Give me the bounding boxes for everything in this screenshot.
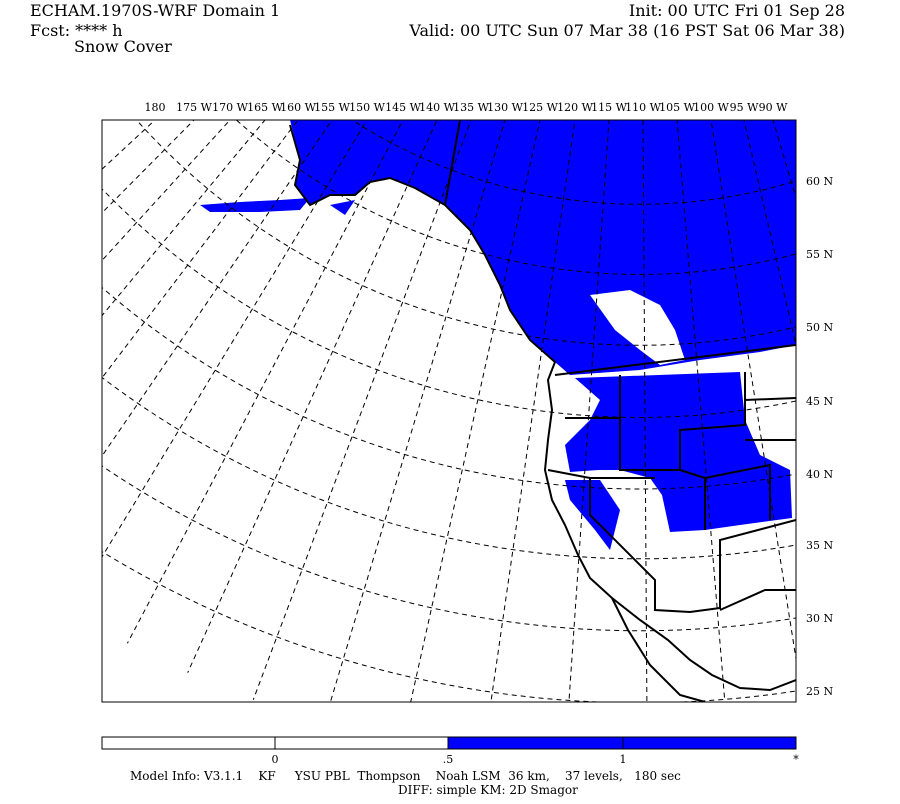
colorbar-label: 1 xyxy=(620,753,627,766)
map xyxy=(102,120,796,702)
meridian xyxy=(410,120,541,702)
header-title: ECHAM.1970S-WRF Domain 1 xyxy=(30,1,280,20)
coastline xyxy=(289,124,796,692)
longitude-label: 135 W xyxy=(453,101,489,114)
meridian xyxy=(710,120,796,662)
parallel xyxy=(351,120,796,205)
colorbar-label: * xyxy=(793,753,799,766)
latitude-label: 45 N xyxy=(806,395,833,408)
latitude-label: 50 N xyxy=(806,321,833,334)
meridian xyxy=(642,120,648,702)
longitude-label: 110 W xyxy=(625,101,661,114)
latitude-label: 60 N xyxy=(806,175,833,188)
longitude-label: 150 W xyxy=(349,101,385,114)
longitude-label: 130 W xyxy=(487,101,523,114)
longitude-label: 160 W xyxy=(280,101,316,114)
header-valid: Valid: 00 UTC Sun 07 Mar 38 (16 PST Sat … xyxy=(408,21,845,40)
header-field: Snow Cover xyxy=(74,37,172,56)
footer-diff: DIFF: simple KM: 2D Smagor xyxy=(398,783,578,797)
latitude-label: 40 N xyxy=(806,468,833,481)
parallel xyxy=(102,376,796,560)
header-init: Init: 00 UTC Fri 01 Sep 28 xyxy=(629,1,845,20)
longitude-label: 125 W xyxy=(522,101,558,114)
snow-alaska-peninsula xyxy=(200,198,310,212)
footer-model-info: Model Info: V3.1.1 KF YSU PBL Thompson N… xyxy=(130,769,681,783)
snow-us xyxy=(565,372,792,532)
baja xyxy=(611,597,706,702)
latitude-labels: 60 N 55 N 50 N 45 N 40 N 35 N 30 N 25 N xyxy=(806,175,833,698)
longitude-label: 95 W xyxy=(730,101,759,114)
longitude-label: 180 xyxy=(145,101,166,114)
meridian xyxy=(102,120,333,457)
snow-island xyxy=(330,200,355,215)
meridian xyxy=(102,120,368,558)
longitude-label: 115 W xyxy=(591,101,627,114)
meridian xyxy=(490,120,576,702)
borders xyxy=(444,120,796,614)
parallel xyxy=(102,188,796,418)
meridian xyxy=(568,120,610,702)
longitude-label: 175 W xyxy=(176,101,212,114)
snow-canada xyxy=(290,120,796,375)
colorbar-high xyxy=(447,736,797,750)
map-frame xyxy=(101,119,797,703)
longitude-label: 120 W xyxy=(557,101,593,114)
longitude-label: 140 W xyxy=(419,101,455,114)
longitude-label: 105 W xyxy=(659,101,695,114)
meridian xyxy=(187,120,438,673)
meridian xyxy=(252,120,472,700)
snow-free-patch xyxy=(590,290,685,365)
colorbar-labels: 0 .5 1 * xyxy=(272,737,799,766)
meridian xyxy=(743,120,796,348)
longitude-label: 90 W xyxy=(759,101,788,114)
colorbar-label: 0 xyxy=(272,753,279,766)
colorbar-label: .5 xyxy=(443,753,454,766)
latitude-label: 55 N xyxy=(806,248,833,261)
meridian xyxy=(676,120,726,702)
latitude-label: 25 N xyxy=(806,685,833,698)
longitude-label: 165 W xyxy=(247,101,283,114)
graticule xyxy=(102,120,796,702)
latitude-label: 35 N xyxy=(806,539,833,552)
longitude-label: 100 W xyxy=(693,101,729,114)
longitude-label: 155 W xyxy=(314,101,350,114)
longitude-label: 145 W xyxy=(385,101,421,114)
parallel xyxy=(235,120,796,275)
meridian xyxy=(126,120,404,644)
meridian xyxy=(329,120,506,702)
longitude-label: 170 W xyxy=(212,101,248,114)
header-forecast: Fcst: **** h xyxy=(30,21,123,40)
latitude-label: 30 N xyxy=(806,612,833,625)
